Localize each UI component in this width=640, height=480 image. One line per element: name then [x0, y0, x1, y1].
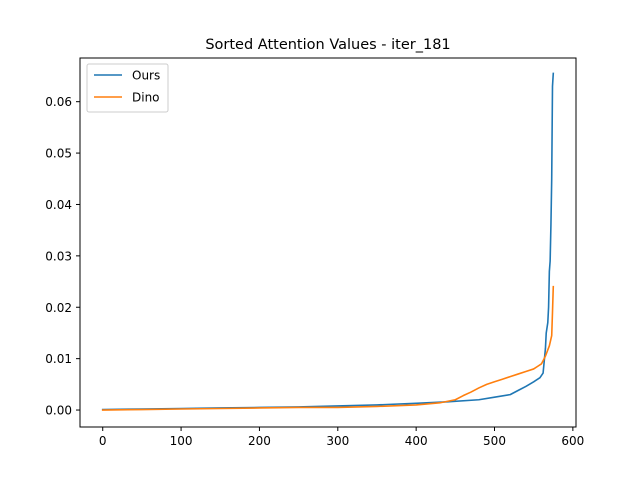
y-tick-label: 0.02: [45, 301, 72, 315]
series-line-dino: [101, 285, 555, 411]
series-layer: [101, 72, 555, 411]
y-tick-label: 0.00: [45, 404, 72, 418]
y-tick-label: 0.05: [45, 147, 72, 161]
legend-label-dino: Dino: [132, 91, 160, 105]
y-tick-label: 0.04: [45, 198, 72, 212]
plot-area-frame: [79, 57, 577, 428]
x-tick-label: 300: [326, 434, 349, 448]
x-tick-label: 400: [405, 434, 428, 448]
x-axis: 0 100 200 300 400 500 600: [99, 427, 584, 448]
y-tick-label: 0.06: [45, 95, 72, 109]
legend-label-ours: Ours: [132, 69, 160, 83]
x-tick-label: 500: [483, 434, 506, 448]
x-tick-label: 200: [248, 434, 271, 448]
legend: Ours Dino: [86, 63, 169, 113]
legend-box: [86, 63, 169, 113]
y-tick-label: 0.03: [45, 249, 72, 263]
x-tick-label: 0: [99, 434, 107, 448]
chart-title: Sorted Attention Values - iter_181: [205, 37, 450, 53]
x-tick-label: 100: [170, 434, 193, 448]
y-axis: 0.00 0.01 0.02 0.03 0.04 0.05 0.06: [45, 95, 80, 418]
x-tick-label: 600: [561, 434, 584, 448]
y-tick-label: 0.01: [45, 352, 72, 366]
